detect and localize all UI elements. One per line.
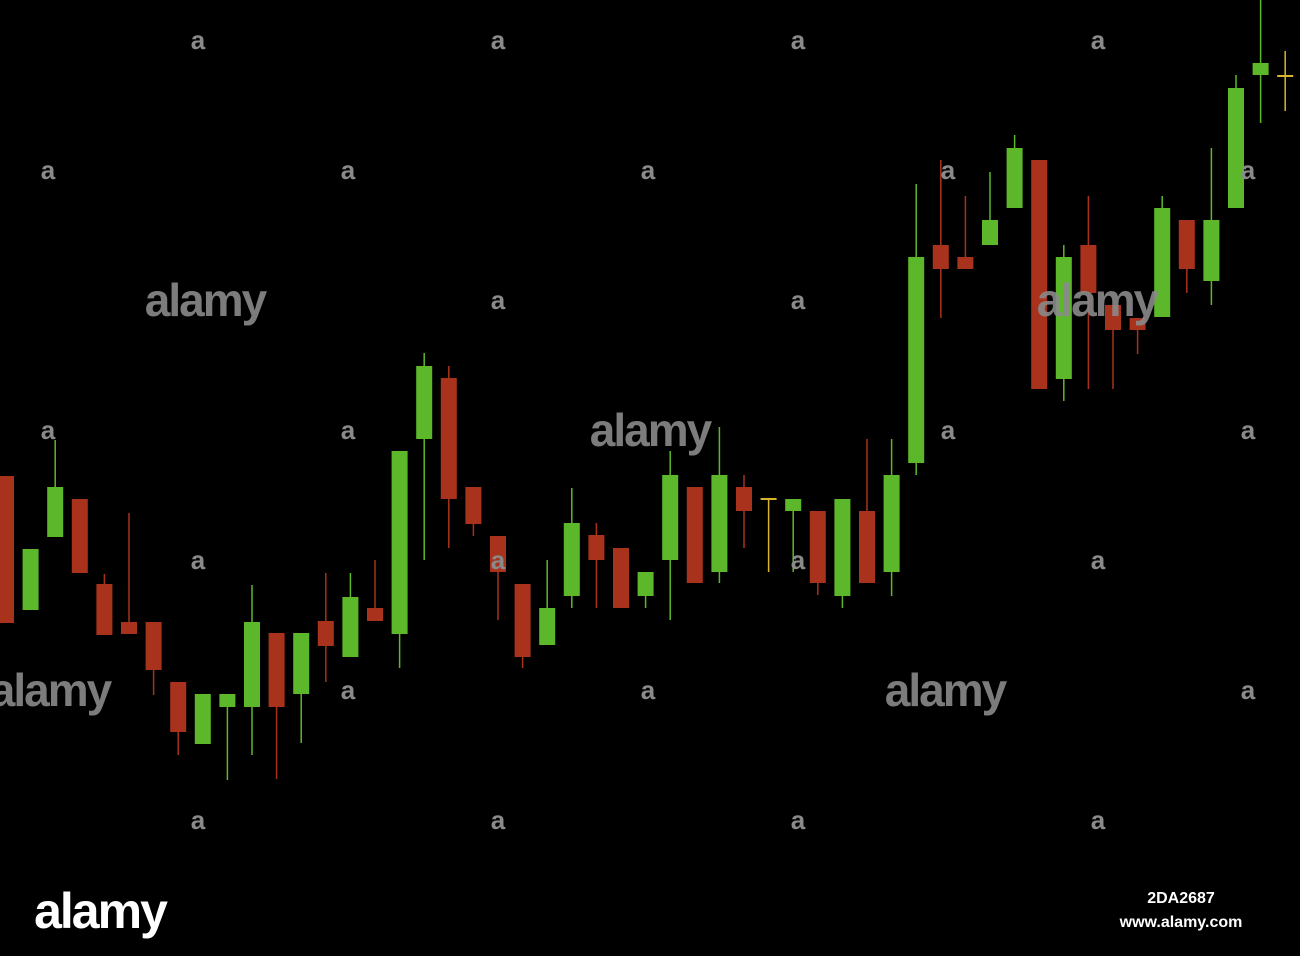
mark-watermark: a	[1241, 675, 1256, 705]
body	[785, 499, 802, 511]
body	[22, 549, 39, 610]
body	[0, 476, 14, 623]
mark-watermark: a	[791, 805, 806, 835]
mark-watermark: a	[491, 25, 506, 55]
image-id: 2DA2687	[1147, 890, 1215, 907]
body	[760, 498, 777, 500]
body	[809, 511, 826, 583]
body	[637, 572, 654, 596]
body	[416, 366, 433, 439]
mark-watermark: a	[191, 805, 206, 835]
body	[47, 487, 64, 537]
body	[391, 451, 408, 634]
body	[859, 511, 875, 583]
mark-watermark: a	[641, 675, 656, 705]
body	[293, 633, 310, 694]
mark-watermark: a	[1091, 805, 1106, 835]
mark-watermark: a	[41, 415, 56, 445]
mark-watermark: a	[491, 545, 506, 575]
body	[145, 622, 162, 670]
mark-watermark: a	[791, 545, 806, 575]
body	[539, 608, 556, 645]
mark-watermark: a	[341, 155, 356, 185]
body	[982, 220, 998, 245]
mark-watermark: a	[641, 155, 656, 185]
body	[170, 682, 187, 732]
body	[71, 499, 88, 573]
body	[1203, 220, 1220, 281]
body	[908, 257, 925, 463]
body	[1277, 75, 1294, 77]
body	[1055, 257, 1072, 379]
watermarks: alamy alamy alamy alamy alamy a a a a a a a a a a a a a a a…	[0, 25, 1256, 835]
mark-watermark: a	[41, 155, 56, 185]
mark-watermark: a	[341, 415, 356, 445]
body	[367, 608, 383, 621]
body	[1252, 63, 1269, 75]
body	[1228, 88, 1244, 208]
body	[1105, 305, 1121, 330]
logo: alamy	[34, 883, 168, 939]
mark-watermark: a	[491, 805, 506, 835]
logo-watermark: alamy	[145, 274, 268, 326]
mark-watermark: a	[1241, 155, 1256, 185]
body	[219, 694, 236, 707]
body	[121, 622, 137, 634]
mark-watermark: a	[941, 155, 956, 185]
mark-watermark: a	[1091, 25, 1106, 55]
mark-watermark: a	[341, 675, 356, 705]
body	[1154, 208, 1171, 317]
mark-watermark: a	[1091, 545, 1106, 575]
candles	[0, 0, 1294, 780]
mark-watermark: a	[491, 285, 506, 315]
body	[194, 694, 211, 744]
logo-watermark: alamy	[885, 664, 1008, 716]
body	[317, 621, 334, 646]
mark-watermark: a	[191, 25, 206, 55]
body	[1129, 318, 1146, 330]
body	[465, 487, 482, 524]
body	[883, 475, 900, 572]
body	[514, 584, 531, 657]
body	[834, 499, 851, 596]
body	[244, 622, 260, 707]
body	[563, 523, 580, 596]
mark-watermark: a	[791, 25, 806, 55]
mark-watermark: a	[791, 285, 806, 315]
body	[588, 535, 605, 560]
logo-watermark: alamy	[0, 664, 113, 716]
body	[957, 257, 974, 269]
mark-watermark: a	[191, 545, 206, 575]
body	[440, 378, 457, 499]
body	[490, 536, 506, 572]
body	[1031, 160, 1048, 389]
body	[1006, 148, 1023, 208]
body	[736, 487, 752, 511]
logo-watermark: alamy	[1037, 274, 1160, 326]
body	[613, 548, 629, 608]
url: www.alamy.com	[1119, 914, 1243, 931]
body	[1080, 245, 1097, 293]
body	[662, 475, 679, 560]
body	[711, 475, 728, 572]
body	[932, 245, 949, 269]
body	[342, 597, 359, 657]
body	[686, 487, 703, 583]
body	[268, 633, 285, 707]
logo-watermark: alamy	[590, 404, 713, 456]
body	[1178, 220, 1195, 269]
mark-watermark: a	[941, 415, 956, 445]
body	[96, 584, 113, 635]
mark-watermark: a	[1241, 415, 1256, 445]
